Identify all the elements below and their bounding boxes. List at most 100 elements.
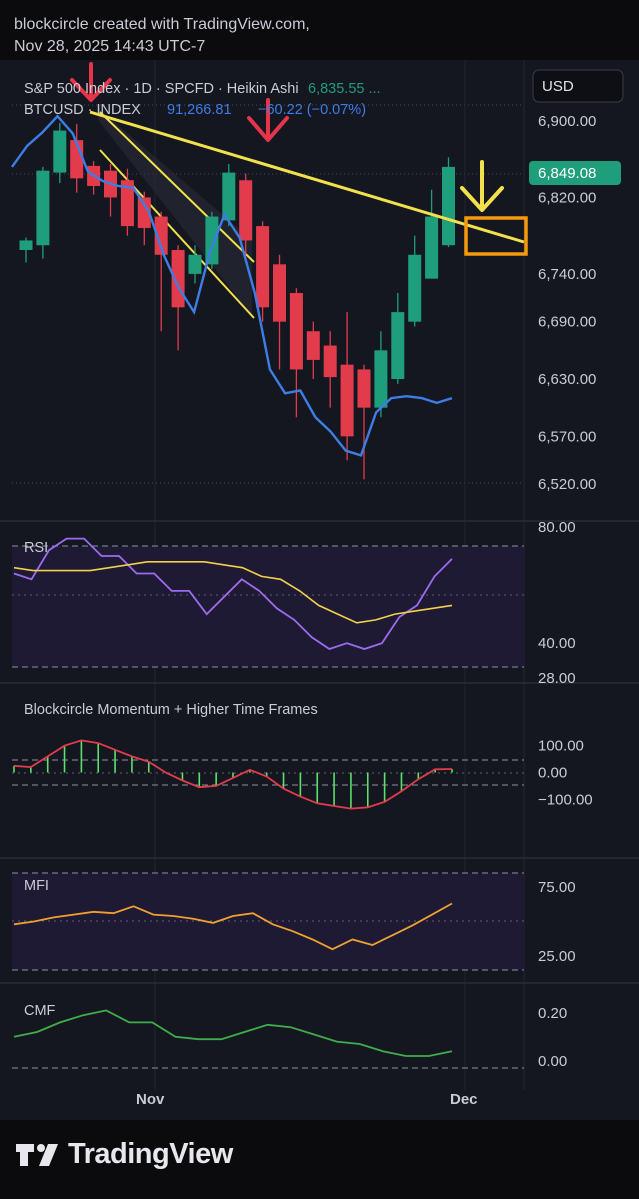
candle <box>19 237 33 263</box>
red-arrow-left-icon <box>70 62 112 102</box>
candle-body <box>273 264 286 322</box>
candle <box>425 189 439 279</box>
candle-body <box>19 240 33 250</box>
last-price-badge <box>529 161 621 185</box>
momentum-levels <box>12 759 524 786</box>
candle-body <box>256 226 270 308</box>
candle-body <box>53 130 67 173</box>
cmf-title: CMF <box>24 1003 56 1019</box>
momentum-tick-label: −100.00 <box>538 791 593 808</box>
price-tick-label: 6,820.00 <box>538 189 596 206</box>
cmf-axis[interactable]: 0.20 0.00 <box>538 1005 567 1070</box>
rsi-tick-label: 80.00 <box>538 519 576 536</box>
yellow-arrow-icon <box>460 160 504 212</box>
tradingview-brand: TradingView <box>68 1138 233 1170</box>
mfi-title: MFI <box>24 878 49 894</box>
candle <box>120 168 134 236</box>
candle-body <box>340 364 354 437</box>
legend-symbol1-value: 6,835.55 ... <box>308 81 381 97</box>
candle <box>442 157 455 248</box>
last-price-label: 6,849.08 <box>538 165 596 182</box>
momentum-bars <box>13 740 453 809</box>
candle-series <box>19 122 455 480</box>
rsi-ma-line <box>13 560 453 624</box>
candle-body <box>289 293 303 370</box>
momentum-tick-label: 0.00 <box>538 765 567 782</box>
cmf-line <box>13 1009 453 1057</box>
wedge-upper-line <box>99 111 255 263</box>
rsi-axis[interactable]: 80.00 40.00 28.00 <box>538 519 576 687</box>
mfi-levels <box>12 872 524 971</box>
legend-symbol2-value: 91,266.81 <box>167 102 232 118</box>
candle <box>256 221 270 322</box>
candle-body <box>408 254 422 322</box>
candle-body <box>222 172 236 221</box>
candle <box>53 122 67 184</box>
rsi-levels <box>12 545 524 668</box>
tradingview-logo-icon <box>16 1143 58 1166</box>
candle-body <box>425 216 439 279</box>
mfi-tick-label: 25.00 <box>538 948 576 965</box>
x-label-nov: Nov <box>136 1091 165 1108</box>
momentum-line <box>13 739 453 810</box>
tradingview-footer: TradingView <box>14 1138 233 1171</box>
legend-symbol2: BTCUSD · INDEX <box>24 102 141 118</box>
candle <box>323 331 337 408</box>
rsi-tick-label: 28.00 <box>538 670 576 687</box>
candle-body <box>357 369 371 408</box>
mfi-line <box>13 902 453 951</box>
price-tick-label: 6,690.00 <box>538 314 596 331</box>
candle-body <box>323 345 337 378</box>
candle <box>408 235 422 327</box>
candle-body <box>205 216 219 265</box>
candle <box>222 164 236 227</box>
rsi-tick-label: 40.00 <box>538 635 576 652</box>
candle-body <box>391 312 405 379</box>
legend-symbol2-change: −60.22 (−0.07%) <box>258 102 366 118</box>
price-tick-label: 6,570.00 <box>538 428 596 445</box>
price-tick-label: 6,900.00 <box>538 113 596 130</box>
author-line: blockcircle created with TradingView.com… <box>14 16 310 33</box>
price-tick-label: 6,740.00 <box>538 266 596 283</box>
mfi-tick-label: 75.00 <box>538 879 576 896</box>
timestamp-line: Nov 28, 2025 14:43 UTC-7 <box>14 38 206 55</box>
price-axis[interactable]: 6,900.00 6,820.00 6,740.00 6,690.00 6,630.00… <box>538 113 596 493</box>
candle-body <box>36 170 50 246</box>
candle-body <box>374 350 388 408</box>
target-box <box>464 216 528 256</box>
rsi-line <box>13 537 453 650</box>
candle <box>137 191 151 246</box>
candle-body <box>442 166 455 246</box>
candle-body <box>306 331 320 360</box>
currency-label: USD <box>542 78 574 95</box>
candle <box>36 166 50 259</box>
wedge-lower-line <box>99 149 255 319</box>
candle <box>357 364 371 480</box>
candle <box>273 254 286 370</box>
candle <box>239 173 253 255</box>
candle <box>374 331 388 418</box>
chart-area[interactable]: S&P 500 Index · 1D · SPCFD · Heikin Ashi… <box>0 60 639 1120</box>
price-tick-label: 6,520.00 <box>538 476 596 493</box>
momentum-tick-label: 100.00 <box>538 738 584 755</box>
x-label-dec: Dec <box>450 1091 478 1108</box>
candle-body <box>120 180 134 227</box>
momentum-axis[interactable]: 100.00 0.00 −100.00 <box>538 738 593 809</box>
currency-button[interactable] <box>532 69 624 103</box>
mfi-axis[interactable]: 75.00 25.00 <box>538 879 576 965</box>
cmf-tick-label: 0.00 <box>538 1053 567 1070</box>
chart-canvas[interactable]: S&P 500 Index · 1D · SPCFD · Heikin Ashi… <box>0 60 639 1120</box>
rsi-band <box>12 546 524 667</box>
candle <box>205 211 219 270</box>
candle <box>391 293 405 384</box>
legend-symbol1: S&P 500 Index · 1D · SPCFD · Heikin Ashi <box>24 81 299 97</box>
main-trendline <box>89 110 525 244</box>
momentum-title: Blockcircle Momentum + Higher Time Frame… <box>24 702 318 718</box>
red-arrow-right-icon <box>247 98 289 142</box>
cmf-tick-label: 0.20 <box>538 1005 567 1022</box>
candle-body <box>137 197 151 229</box>
candle <box>340 312 354 461</box>
legend: S&P 500 Index · 1D · SPCFD · Heikin Ashi… <box>24 81 381 118</box>
candle <box>289 288 303 418</box>
candle-body <box>154 216 168 255</box>
